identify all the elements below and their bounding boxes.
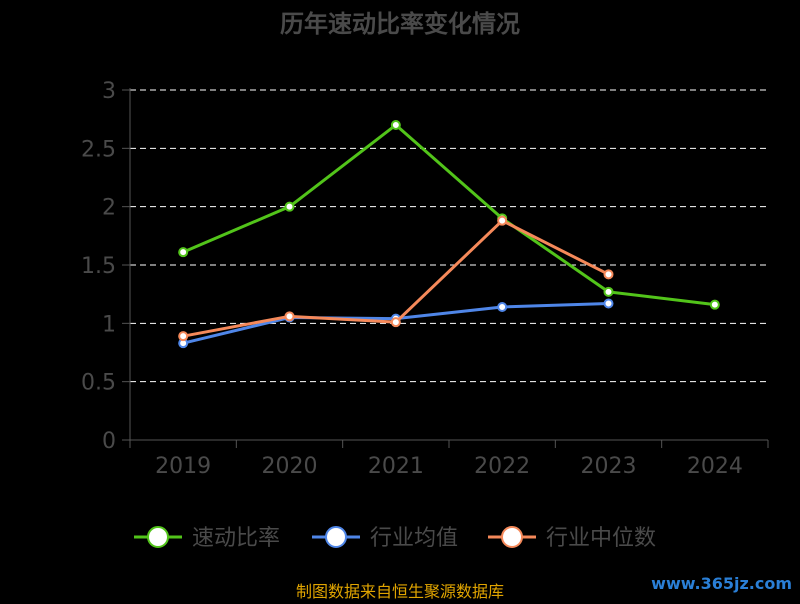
legend-item-2: 行业中位数 [488,526,656,551]
data-point [603,269,614,280]
legend-marker [147,526,169,548]
data-point [390,317,401,328]
x-tick-label: 2019 [155,454,211,479]
series-line [182,123,716,307]
x-tick-label: 2023 [581,454,637,479]
y-tick-label: 0.5 [81,371,116,396]
y-tick-label: 3 [102,79,116,104]
series-2 [178,215,614,342]
legend-label: 行业均值 [370,526,458,551]
legend: 速动比率 行业均值 行业中位数 [134,526,656,551]
x-tick-label: 2024 [687,454,743,479]
grid-lines [130,89,768,383]
y-tick-label: 0 [102,429,116,454]
x-tick-label: 2022 [474,454,530,479]
legend-label: 行业中位数 [546,526,656,551]
series-0 [178,120,720,310]
legend-item-1: 行业均值 [312,526,458,551]
data-point [284,201,295,212]
data-point [603,298,614,309]
y-tick-label: 1 [102,312,116,337]
chart-title: 历年速动比率变化情况 [280,10,520,38]
x-tick-label: 2020 [262,454,318,479]
y-tick-label: 1.5 [81,254,116,279]
y-tick-label: 2 [102,196,116,221]
legend-label: 速动比率 [192,526,280,551]
legend-item-0: 速动比率 [134,526,280,551]
data-point [603,286,614,297]
series [178,120,720,349]
data-point [497,302,508,312]
data-source-note: 制图数据来自恒生聚源数据库 [295,582,504,601]
data-point [390,120,401,130]
data-point [178,331,189,342]
data-point [284,311,295,322]
data-point [497,215,508,226]
watermark: www.365jz.com [651,574,792,593]
legend-marker [325,526,347,548]
legend-marker [501,526,523,548]
data-point [709,299,720,310]
data-point [178,247,189,258]
y-tick-label: 2.5 [81,137,116,162]
x-tick-label: 2021 [368,454,424,479]
axes: 0 0.5 1 1.5 2 2.5 3 2019 2020 2021 2022 2023 2024 [81,79,769,479]
